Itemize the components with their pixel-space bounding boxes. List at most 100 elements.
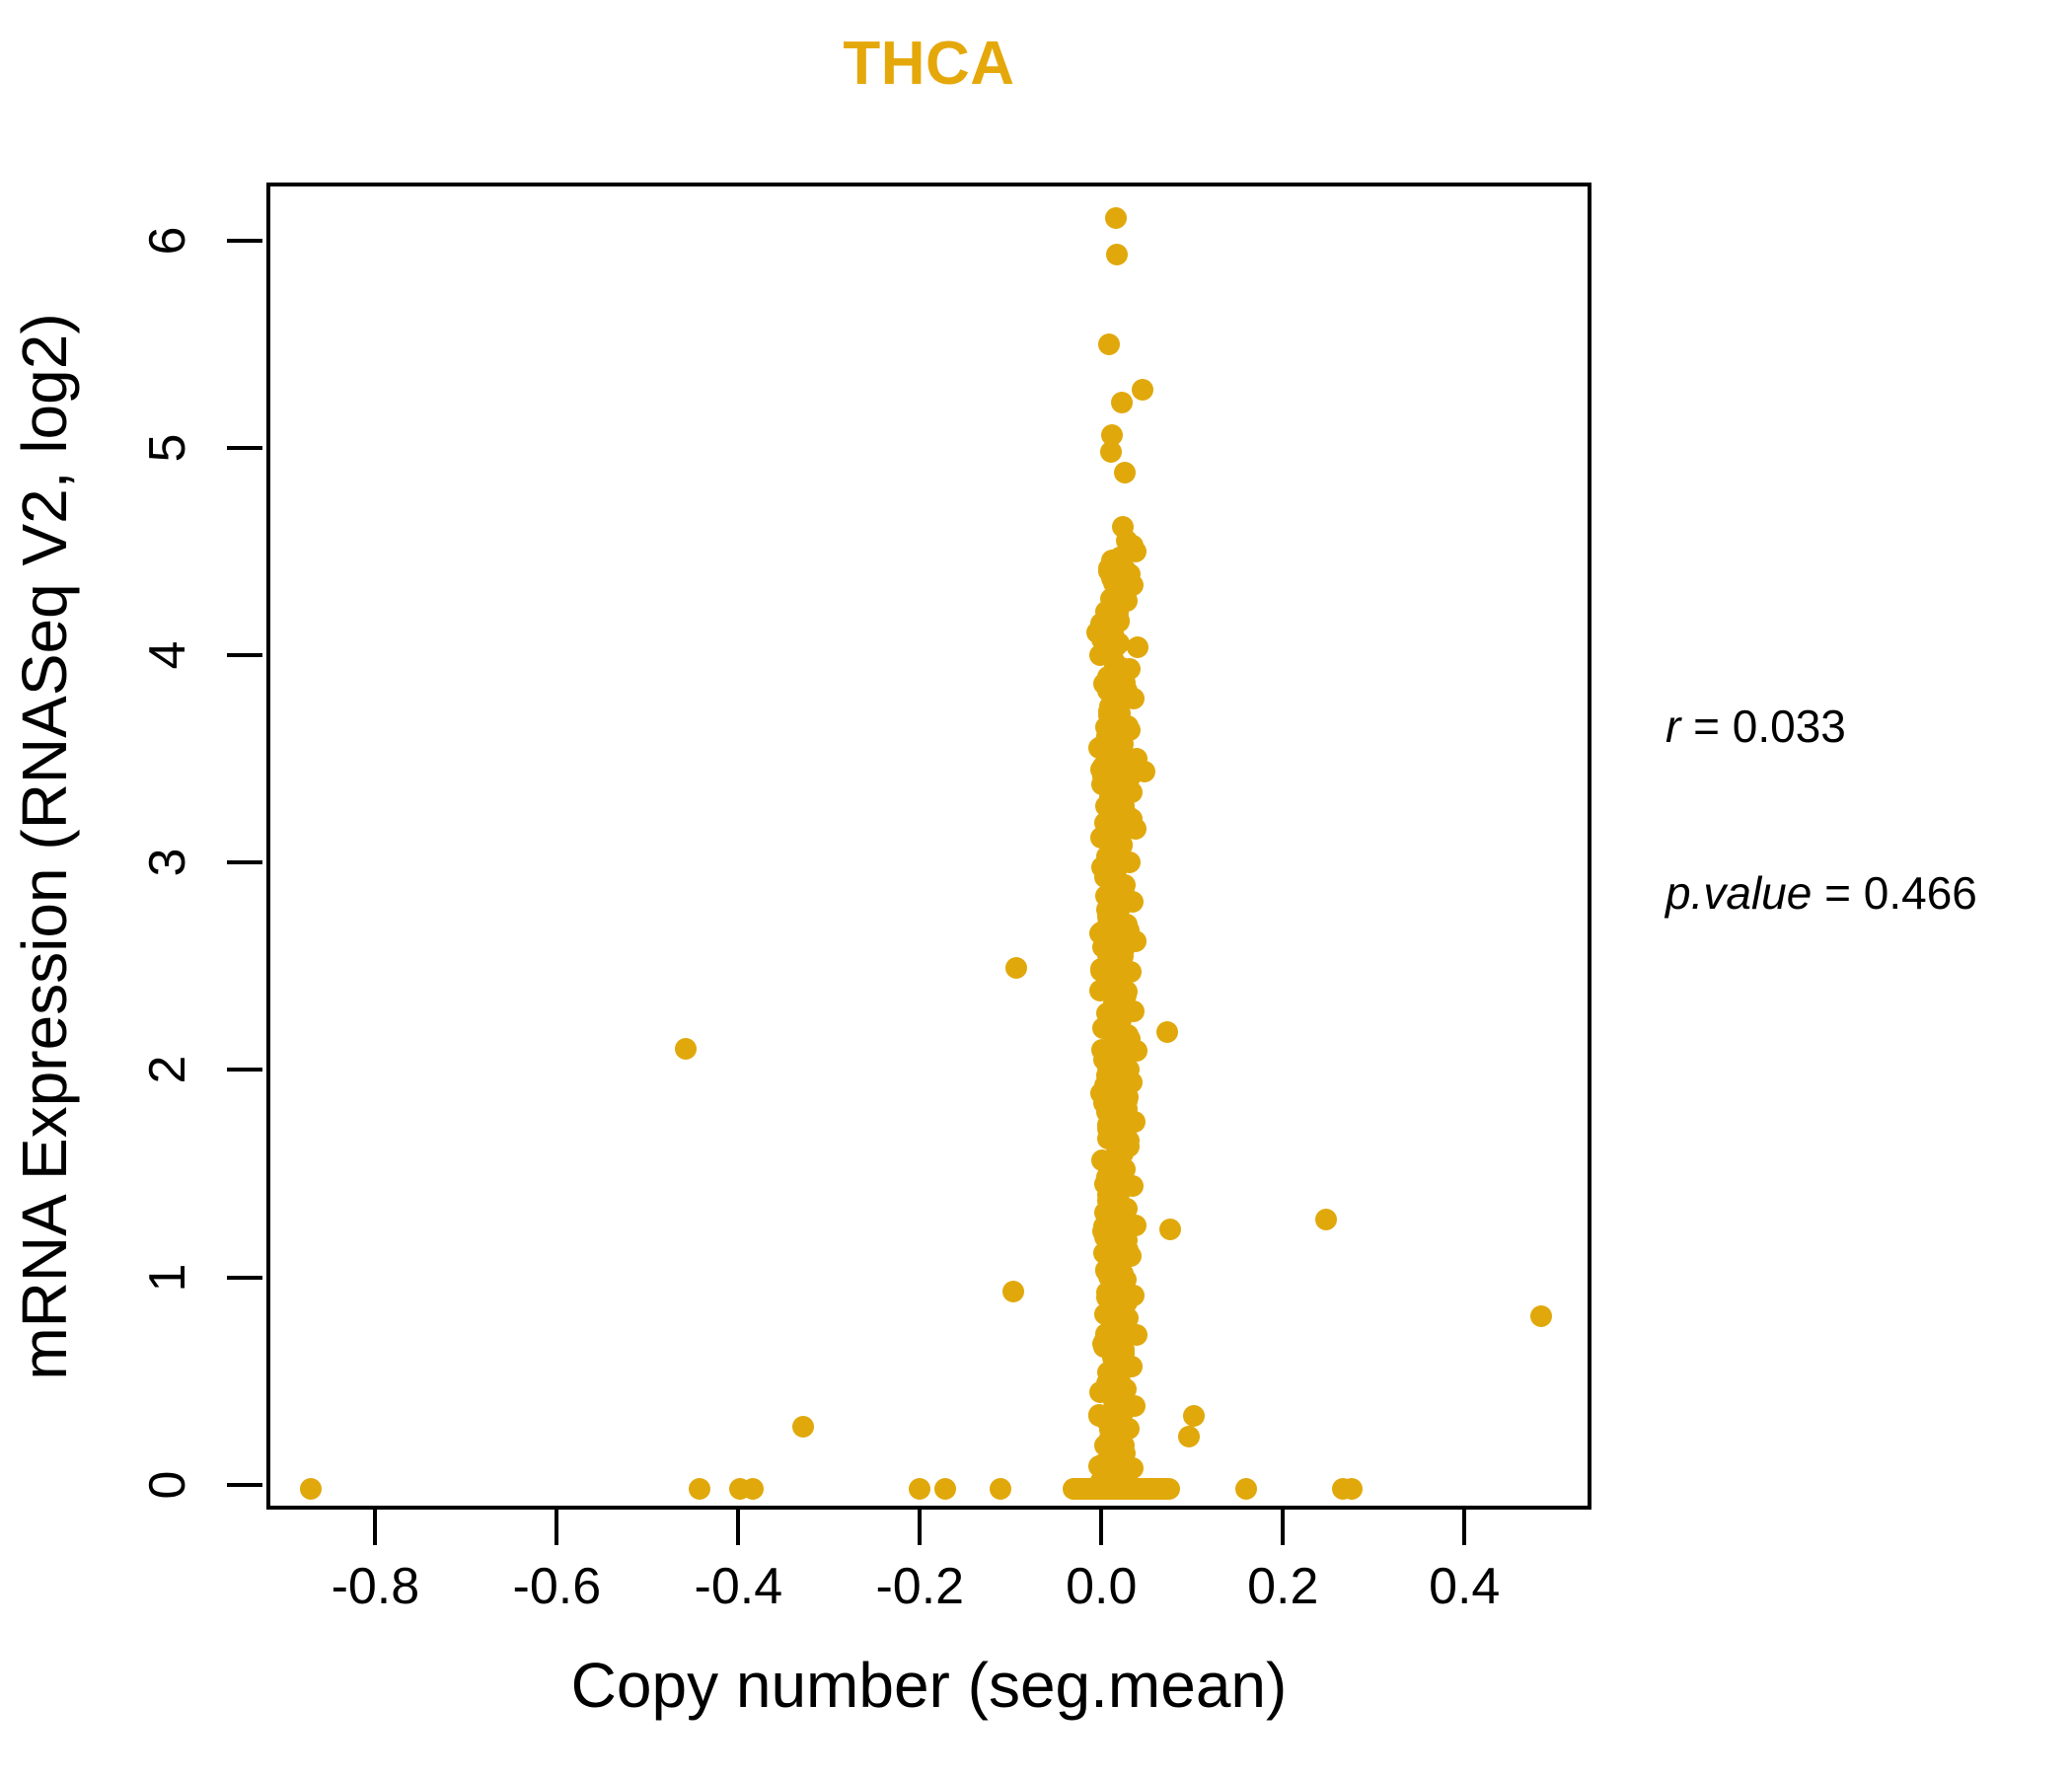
x-axis-tick [555, 1510, 559, 1545]
data-point [1097, 927, 1120, 950]
data-point [1112, 938, 1135, 961]
plot-frame [266, 183, 1591, 1510]
data-point [1095, 1201, 1118, 1223]
p-label: p.value [1665, 866, 1813, 919]
data-point [1104, 768, 1127, 790]
data-point [1529, 1305, 1552, 1328]
data-point [300, 1477, 323, 1500]
x-axis-tick-label: 0.0 [1066, 1558, 1138, 1615]
data-point [1158, 1219, 1181, 1241]
x-axis-tick [1281, 1510, 1286, 1545]
y-axis-tick [227, 238, 262, 243]
data-point [1101, 1376, 1124, 1399]
data-point [1177, 1426, 1200, 1448]
x-axis-tick-label: -0.2 [875, 1558, 965, 1615]
y-axis-tick-label: 1 [138, 1248, 197, 1307]
data-point [1131, 378, 1153, 401]
y-axis-tick-label-text: 0 [139, 1470, 196, 1500]
data-point [1100, 680, 1123, 703]
x-axis-tick [736, 1510, 741, 1545]
data-point [1105, 1148, 1128, 1171]
y-axis-tick [227, 446, 262, 450]
data-point [1234, 1477, 1257, 1500]
data-point [1183, 1405, 1206, 1428]
r-equals: = [1680, 701, 1733, 753]
y-axis-tick-label-text: 2 [139, 1056, 196, 1084]
y-axis-tick-label-text: 5 [139, 433, 196, 463]
p-equals: = [1812, 866, 1864, 919]
data-point [1113, 462, 1136, 484]
data-point [1157, 1477, 1180, 1500]
x-axis-tick-label: -0.8 [331, 1558, 420, 1615]
data-point [1098, 901, 1121, 924]
data-point [1112, 881, 1135, 904]
data-point [1114, 558, 1137, 581]
data-point [1108, 1226, 1131, 1249]
data-point [1110, 1082, 1133, 1105]
y-axis-tick [227, 1068, 262, 1073]
data-point [791, 1415, 814, 1438]
scatter-plot-area [270, 186, 1588, 1506]
x-axis-tick-label: 0.2 [1247, 1558, 1319, 1615]
p-value: 0.466 [1863, 866, 1977, 919]
y-axis-tick-label: 0 [138, 1455, 197, 1515]
data-point [1100, 1429, 1123, 1451]
x-axis-tick [1099, 1510, 1104, 1545]
data-point [1127, 635, 1149, 658]
y-axis-tick-label: 6 [138, 211, 197, 270]
data-point [1103, 1166, 1126, 1189]
y-axis-tick-label-text: 4 [139, 640, 196, 670]
y-axis-tick [227, 860, 262, 865]
data-point [1155, 1021, 1178, 1044]
y-axis-tick-label-text: 3 [139, 848, 196, 877]
data-point [1097, 1266, 1120, 1288]
data-point [1106, 244, 1129, 266]
x-axis-tick [918, 1510, 923, 1545]
x-axis-tick-label: 0.4 [1429, 1558, 1501, 1615]
y-axis-tick-label-text: 6 [139, 226, 196, 256]
x-axis-tick [1462, 1510, 1467, 1545]
y-axis-tick-label: 3 [138, 833, 197, 892]
correlation-row: r = 0.033 [1665, 699, 1977, 754]
data-point [1102, 1338, 1125, 1361]
y-axis-title-text: mRNA Expression (RNASeq V2, log2) [9, 312, 80, 1380]
y-axis-tick [227, 653, 262, 658]
y-axis-tick [227, 1482, 262, 1487]
data-point [675, 1038, 698, 1061]
data-point [1098, 1115, 1121, 1138]
data-point [689, 1477, 711, 1500]
data-point [1099, 441, 1122, 463]
data-point [1104, 628, 1127, 650]
data-point [1113, 961, 1136, 984]
data-point [1098, 700, 1121, 722]
data-point [742, 1477, 765, 1500]
r-value: 0.033 [1732, 701, 1846, 753]
data-point [1100, 424, 1123, 447]
data-point [1341, 1477, 1364, 1500]
x-axis-title: Copy number (seg.mean) [570, 1650, 1288, 1721]
data-point [1110, 391, 1133, 413]
data-point [908, 1477, 930, 1500]
data-point [1005, 957, 1028, 980]
data-point [1091, 1038, 1114, 1061]
y-axis-tick [227, 1275, 262, 1280]
data-point [934, 1477, 957, 1500]
data-point [1102, 748, 1125, 771]
stats-annotation: r = 0.033 p.value = 0.466 [1665, 588, 1977, 1031]
data-point [1113, 1205, 1136, 1227]
x-axis-tick-label: -0.6 [512, 1558, 602, 1615]
data-point [1314, 1208, 1337, 1230]
data-point [1090, 855, 1113, 878]
data-point [1100, 596, 1123, 619]
y-axis-tick-label-text: 1 [139, 1263, 196, 1293]
data-point [1107, 1305, 1130, 1328]
y-axis-tick-label: 5 [138, 418, 197, 478]
data-point [989, 1477, 1011, 1500]
data-point [1110, 809, 1133, 832]
r-label: r [1665, 701, 1681, 753]
x-axis-tick [373, 1510, 378, 1545]
y-axis-tick-label: 4 [138, 626, 197, 685]
data-point [1097, 333, 1120, 355]
data-point [1105, 206, 1128, 229]
